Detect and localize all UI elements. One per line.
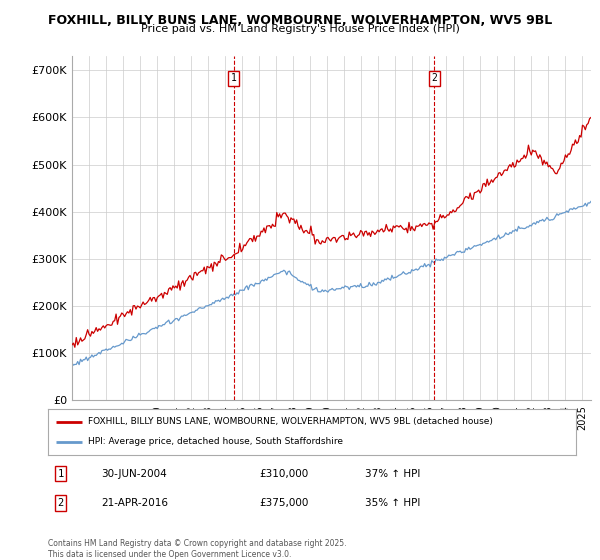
Text: 21-APR-2016: 21-APR-2016 (101, 498, 168, 508)
Text: 2: 2 (431, 73, 437, 83)
Text: FOXHILL, BILLY BUNS LANE, WOMBOURNE, WOLVERHAMPTON, WV5 9BL (detached house): FOXHILL, BILLY BUNS LANE, WOMBOURNE, WOL… (88, 417, 493, 426)
Text: 2: 2 (58, 498, 64, 508)
Text: 30-JUN-2004: 30-JUN-2004 (101, 469, 167, 479)
Text: 1: 1 (58, 469, 64, 479)
Text: £375,000: £375,000 (259, 498, 308, 508)
Text: 37% ↑ HPI: 37% ↑ HPI (365, 469, 420, 479)
Text: FOXHILL, BILLY BUNS LANE, WOMBOURNE, WOLVERHAMPTON, WV5 9BL: FOXHILL, BILLY BUNS LANE, WOMBOURNE, WOL… (48, 14, 552, 27)
Text: Contains HM Land Registry data © Crown copyright and database right 2025.
This d: Contains HM Land Registry data © Crown c… (48, 539, 347, 559)
Text: HPI: Average price, detached house, South Staffordshire: HPI: Average price, detached house, Sout… (88, 437, 343, 446)
Text: £310,000: £310,000 (259, 469, 308, 479)
Text: Price paid vs. HM Land Registry's House Price Index (HPI): Price paid vs. HM Land Registry's House … (140, 24, 460, 34)
Text: 35% ↑ HPI: 35% ↑ HPI (365, 498, 420, 508)
Text: 1: 1 (231, 73, 236, 83)
